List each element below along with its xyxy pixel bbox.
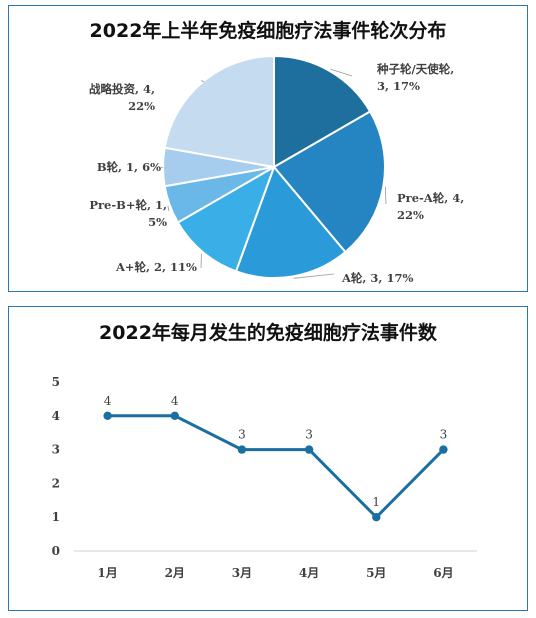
pie-data-label: Pre-A轮, 4, 22%: [397, 191, 464, 222]
x-tick-label: 5月: [366, 566, 386, 580]
leader-line: [293, 273, 335, 279]
y-tick-label: 5: [52, 375, 60, 389]
y-tick-label: 2: [52, 476, 60, 490]
data-point: [372, 513, 381, 522]
x-tick-label: 6月: [433, 566, 453, 580]
pie-data-label: A+轮, 2, 11%: [115, 260, 197, 274]
data-label: 3: [238, 428, 246, 442]
data-label: 4: [171, 394, 179, 408]
pie-slice: [234, 165, 347, 279]
line-chart-panel: 2022年每月发生的免疫细胞疗法事件数 0 1 2 3 4 5 1月 2月 3月 4月 5月 6月 4 4…: [8, 306, 528, 611]
leader-line: [160, 166, 164, 169]
pie-data-label: 战略投资, 4, 22%: [89, 82, 155, 113]
data-label: 3: [440, 428, 448, 442]
leader-line: [384, 186, 387, 205]
pie-slice: [163, 54, 275, 169]
pie-slice: [272, 110, 386, 254]
x-tick-label: 4月: [299, 566, 319, 580]
pie-data-label: A轮, 3, 17%: [341, 271, 413, 285]
pie-slice: [176, 164, 276, 273]
line-chart: 0 1 2 3 4 5 1月 2月 3月 4月 5月 6月 4 4 3 3 1 3: [52, 375, 477, 580]
x-tick-label: 2月: [165, 566, 185, 580]
series-line: [107, 414, 445, 519]
x-tick-label: 3月: [232, 566, 252, 580]
pie-data-label: B轮, 1, 6%: [97, 160, 161, 174]
data-label: 1: [372, 495, 380, 509]
leader-line: [201, 80, 205, 83]
pie-chart-panel: 2022年上半年免疫细胞疗法事件轮次分布 种子轮/天使轮, 3, 17% Pre-A…: [8, 5, 528, 292]
y-tick-label: 4: [52, 409, 60, 423]
x-tick-label: 1月: [97, 566, 117, 580]
pie-slice: [273, 54, 372, 169]
y-tick-label: 1: [52, 510, 60, 524]
pie-chart-title: 2022年上半年免疫细胞疗法事件轮次分布: [89, 20, 447, 42]
y-tick-label: 0: [52, 544, 60, 558]
pie-chart: 种子轮/天使轮, 3, 17% Pre-A轮, 4, 22% A轮, 3, 17% A+轮…: [89, 54, 464, 285]
pie-data-label: 种子轮/天使轮, 3, 17%: [376, 62, 454, 93]
y-tick-label: 3: [52, 443, 60, 457]
line-chart-title: 2022年每月发生的免疫细胞疗法事件数: [99, 322, 437, 344]
data-label: 3: [305, 428, 313, 442]
data-point: [170, 411, 179, 420]
leader-line: [330, 68, 353, 77]
data-point: [237, 445, 247, 454]
data-point: [304, 445, 314, 454]
pie-data-label: Pre-B+轮, 1, 5%: [89, 198, 167, 229]
leader-line: [167, 205, 170, 212]
data-point: [439, 445, 448, 454]
data-point: [103, 411, 112, 420]
data-label: 4: [104, 394, 112, 408]
